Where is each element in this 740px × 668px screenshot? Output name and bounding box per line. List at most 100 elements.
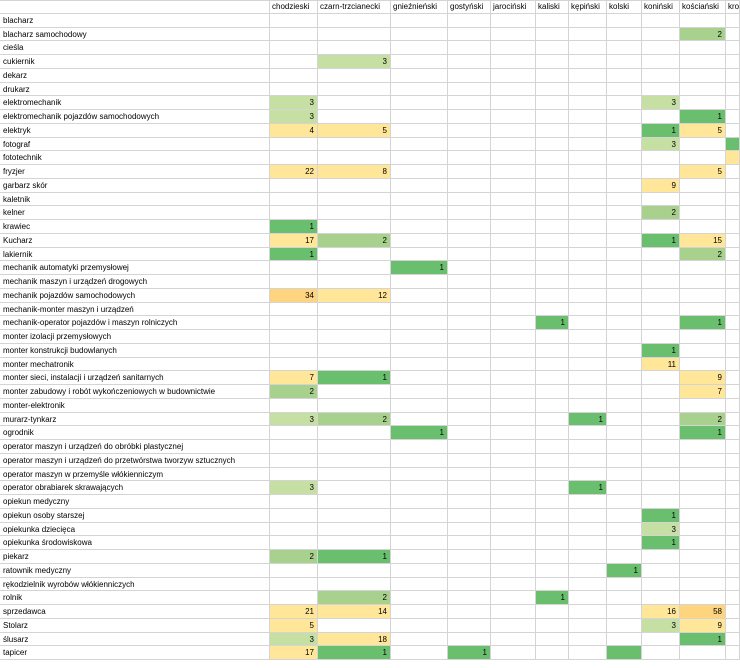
data-cell[interactable] <box>680 646 726 660</box>
data-cell[interactable] <box>569 371 607 385</box>
data-cell[interactable] <box>607 233 642 248</box>
data-cell[interactable] <box>391 605 448 619</box>
data-cell[interactable] <box>536 55 569 69</box>
data-cell[interactable] <box>607 41 642 55</box>
data-cell[interactable] <box>569 123 607 138</box>
data-cell[interactable] <box>569 646 607 660</box>
data-cell[interactable] <box>391 27 448 42</box>
data-cell[interactable] <box>569 357 607 372</box>
data-cell[interactable] <box>726 110 740 124</box>
data-cell[interactable] <box>491 27 536 42</box>
data-cell[interactable] <box>726 247 740 262</box>
data-cell[interactable] <box>270 495 318 509</box>
data-cell[interactable] <box>448 96 491 110</box>
data-cell[interactable] <box>536 536 569 550</box>
data-cell[interactable]: 11 <box>642 357 680 372</box>
data-cell[interactable] <box>391 288 448 303</box>
data-cell[interactable] <box>270 467 318 482</box>
data-cell[interactable] <box>642 563 680 578</box>
data-cell[interactable] <box>569 316 607 330</box>
data-cell[interactable] <box>607 151 642 165</box>
data-cell[interactable] <box>448 41 491 55</box>
data-cell[interactable] <box>391 302 448 317</box>
data-cell[interactable]: 1 <box>642 508 680 523</box>
data-cell[interactable]: 21 <box>270 605 318 619</box>
row-label[interactable]: rolnik <box>0 591 270 605</box>
data-cell[interactable] <box>318 563 391 578</box>
data-cell[interactable]: 1 <box>680 632 726 647</box>
data-cell[interactable] <box>448 220 491 234</box>
data-cell[interactable] <box>491 426 536 440</box>
data-cell[interactable] <box>391 453 448 468</box>
data-cell[interactable] <box>491 82 536 97</box>
data-cell[interactable] <box>491 41 536 55</box>
data-cell[interactable] <box>491 261 536 275</box>
data-cell[interactable]: 3 <box>318 55 391 69</box>
data-cell[interactable] <box>491 591 536 605</box>
data-cell[interactable] <box>391 357 448 372</box>
row-label[interactable]: monter mechatronik <box>0 357 270 372</box>
data-cell[interactable] <box>270 68 318 83</box>
data-cell[interactable] <box>726 302 740 317</box>
row-label[interactable]: operator maszyn i urządzeń do przetwórst… <box>0 453 270 468</box>
data-cell[interactable]: 1 <box>318 371 391 385</box>
column-header-8[interactable]: kolski <box>607 0 642 14</box>
data-cell[interactable] <box>536 398 569 413</box>
data-cell[interactable] <box>491 646 536 660</box>
data-cell[interactable] <box>391 646 448 660</box>
data-cell[interactable] <box>448 82 491 97</box>
data-cell[interactable]: 8 <box>318 165 391 179</box>
data-cell[interactable] <box>569 302 607 317</box>
data-cell[interactable] <box>318 275 391 289</box>
data-cell[interactable] <box>491 55 536 69</box>
data-cell[interactable] <box>270 151 318 165</box>
data-cell[interactable] <box>680 68 726 83</box>
data-cell[interactable] <box>726 632 740 647</box>
data-cell[interactable]: 1 <box>270 247 318 262</box>
data-cell[interactable] <box>270 440 318 454</box>
data-cell[interactable] <box>607 481 642 495</box>
data-cell[interactable] <box>726 41 740 55</box>
data-cell[interactable]: 3 <box>270 96 318 110</box>
data-cell[interactable] <box>391 563 448 578</box>
data-cell[interactable] <box>448 13 491 28</box>
data-cell[interactable] <box>642 110 680 124</box>
data-cell[interactable] <box>448 275 491 289</box>
data-cell[interactable] <box>726 398 740 413</box>
data-cell[interactable] <box>536 467 569 482</box>
data-cell[interactable]: 1 <box>680 316 726 330</box>
data-cell[interactable] <box>569 508 607 523</box>
data-cell[interactable] <box>569 96 607 110</box>
column-header-3[interactable]: gnieźnieński <box>391 0 448 14</box>
data-cell[interactable] <box>680 591 726 605</box>
data-cell[interactable] <box>726 563 740 578</box>
data-cell[interactable] <box>680 508 726 523</box>
data-cell[interactable] <box>536 632 569 647</box>
data-cell[interactable] <box>391 123 448 138</box>
data-cell[interactable] <box>536 646 569 660</box>
data-cell[interactable] <box>569 151 607 165</box>
data-cell[interactable]: 2 <box>680 27 726 42</box>
data-cell[interactable] <box>607 288 642 303</box>
data-cell[interactable] <box>726 536 740 550</box>
data-cell[interactable] <box>680 357 726 372</box>
row-label[interactable]: mechanik pojazdów samochodowych <box>0 288 270 303</box>
data-cell[interactable] <box>607 605 642 619</box>
data-cell[interactable] <box>569 13 607 28</box>
data-cell[interactable] <box>642 371 680 385</box>
data-cell[interactable] <box>491 302 536 317</box>
data-cell[interactable] <box>448 151 491 165</box>
data-cell[interactable] <box>607 330 642 344</box>
data-cell[interactable] <box>607 398 642 413</box>
data-cell[interactable] <box>536 165 569 179</box>
data-cell[interactable] <box>270 27 318 42</box>
data-cell[interactable] <box>391 151 448 165</box>
data-cell[interactable] <box>642 467 680 482</box>
data-cell[interactable]: 17 <box>270 646 318 660</box>
data-cell[interactable] <box>491 536 536 550</box>
data-cell[interactable] <box>680 343 726 358</box>
data-cell[interactable] <box>318 618 391 633</box>
data-cell[interactable] <box>391 550 448 564</box>
data-cell[interactable] <box>270 426 318 440</box>
data-cell[interactable] <box>569 178 607 193</box>
